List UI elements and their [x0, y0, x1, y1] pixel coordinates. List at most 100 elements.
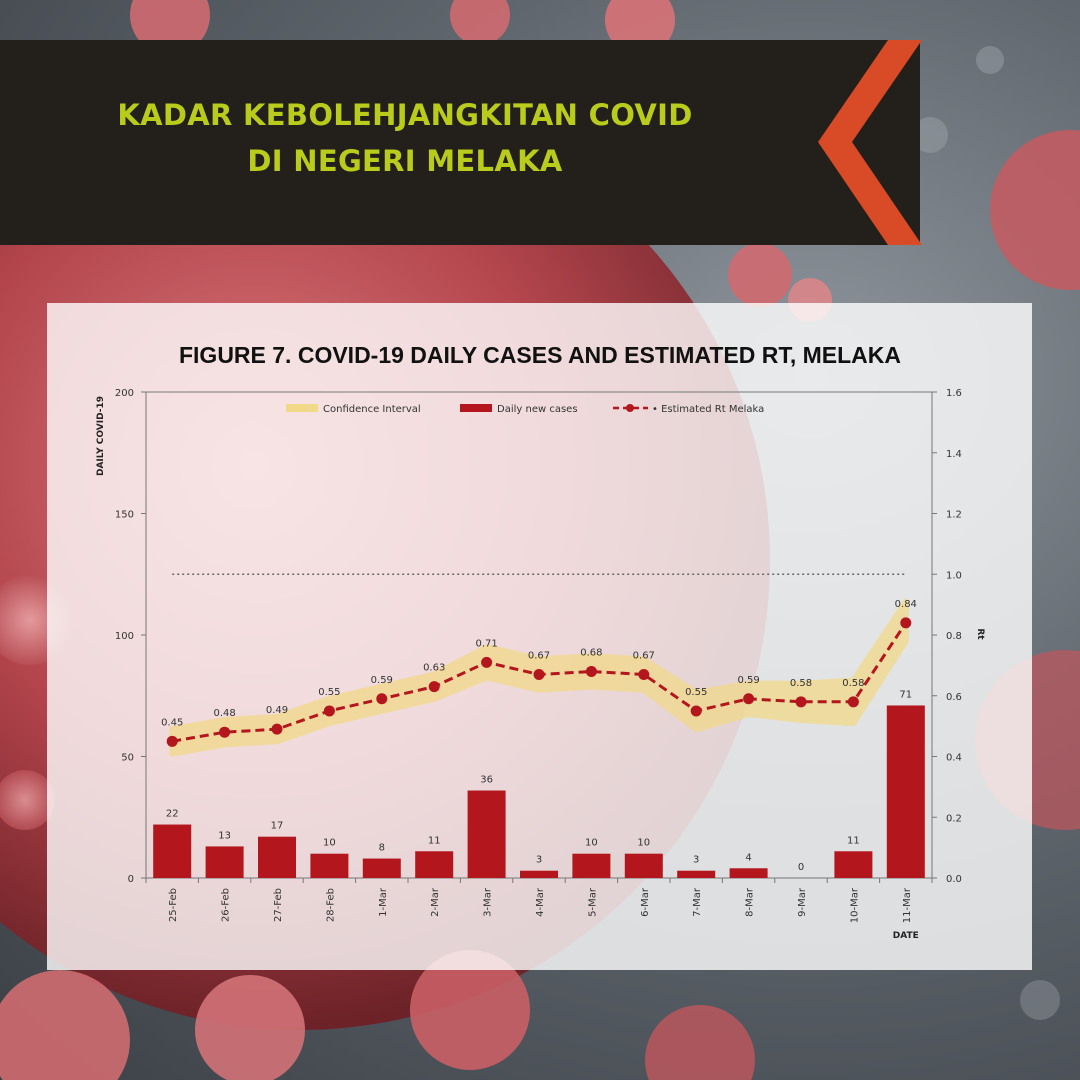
rt-point-5-Mar — [585, 665, 597, 677]
legend-marker-rt — [626, 404, 634, 412]
legend-label-ci: Confidence Interval — [323, 404, 421, 415]
y2-tick-label: 0.8 — [946, 631, 962, 642]
rt-value-label: 0.45 — [161, 717, 183, 728]
bar-10-Mar — [834, 851, 873, 878]
rt-point-3-Mar — [481, 656, 493, 668]
bar-26-Feb — [205, 846, 244, 878]
bar-value-label: 13 — [218, 830, 231, 841]
rt-point-28-Feb — [323, 705, 335, 717]
bar-value-label: 22 — [166, 809, 179, 820]
x-tick-label: 10-Mar — [849, 887, 860, 923]
rt-value-label: 0.71 — [475, 638, 497, 649]
rt-point-2-Mar — [428, 681, 440, 693]
title-banner — [0, 40, 920, 245]
legend-label-rt: • Estimated Rt Melaka — [652, 404, 764, 415]
rt-point-1-Mar — [376, 693, 388, 705]
bar-7-Mar — [677, 870, 716, 878]
bar-series — [153, 705, 925, 878]
rt-value-label: 0.67 — [633, 650, 655, 661]
x-tick-label: 5-Mar — [587, 887, 598, 917]
bar-8-Mar — [729, 868, 768, 878]
x-tick-label: 3-Mar — [483, 887, 494, 917]
x-tick-label: 28-Feb — [325, 888, 336, 922]
page-title-line-1: KADAR KEBOLEHJANGKITAN COVID — [117, 98, 693, 132]
rt-line-series — [166, 617, 912, 747]
legend-label-bars: Daily new cases — [497, 404, 578, 415]
x-tick-label: 6-Mar — [640, 887, 651, 917]
y2-tick-label: 0.0 — [946, 874, 962, 885]
x-tick-label: 11-Mar — [902, 887, 913, 923]
plot-frame — [145, 391, 933, 879]
bar-value-label: 0 — [798, 862, 804, 873]
bar-6-Mar — [624, 853, 663, 878]
y-tick-label: 150 — [115, 510, 134, 521]
bar-27-Feb — [258, 836, 296, 878]
rt-value-label: 0.84 — [895, 599, 917, 610]
rt-point-7-Mar — [690, 705, 702, 717]
bar-1-Mar — [362, 858, 401, 878]
chart-labels: 22 13 17 10 8 11 36 3 10 10 3 4 0 11 71 0.45 0.48 0.49 0.5… — [161, 599, 917, 873]
x-tick-label: 7-Mar — [692, 887, 703, 917]
bar-value-label: 3 — [536, 855, 542, 866]
bar-2-Mar — [415, 851, 454, 878]
rt-point-9-Mar — [795, 696, 807, 708]
rt-point-25-Feb — [166, 735, 178, 747]
chart-axes: 0501001502000.00.20.40.60.81.01.21.41.62… — [96, 388, 985, 941]
bar-value-label: 10 — [585, 838, 598, 849]
y-axis-title: DAILY COVID-19 — [96, 396, 106, 476]
rt-value-label: 0.58 — [790, 678, 812, 689]
bar-value-label: 8 — [379, 843, 385, 854]
bar-25-Feb — [153, 824, 192, 878]
bar-28-Feb — [310, 853, 349, 878]
rt-point-6-Mar — [638, 668, 650, 680]
legend-swatch-bars — [460, 404, 492, 412]
page-title: KADAR KEBOLEHJANGKITAN COVID DI NEGERI M… — [0, 92, 810, 184]
y2-tick-label: 0.6 — [946, 692, 962, 703]
rt-point-11-Mar — [900, 617, 912, 629]
y2-tick-label: 1.6 — [946, 388, 962, 399]
rt-value-label: 0.55 — [685, 687, 707, 698]
bar-4-Mar — [520, 870, 558, 878]
rt-value-label: 0.55 — [318, 687, 340, 698]
chart-legend: Confidence Interval Daily new cases • Esti… — [286, 404, 764, 415]
rt-point-26-Feb — [219, 726, 231, 738]
bar-value-label: 4 — [745, 852, 751, 863]
y-tick-label: 100 — [115, 631, 134, 642]
bar-value-label: 10 — [323, 838, 336, 849]
y2-tick-label: 1.0 — [946, 570, 962, 581]
chevron-icon — [818, 40, 922, 245]
bar-value-label: 3 — [693, 855, 699, 866]
rt-value-label: 0.63 — [423, 663, 445, 674]
rt-point-8-Mar — [743, 693, 755, 705]
bar-value-label: 17 — [271, 821, 284, 832]
bar-value-label: 11 — [847, 835, 860, 846]
y-tick-label: 200 — [115, 388, 134, 399]
bar-value-label: 36 — [480, 775, 493, 786]
chart-title: FIGURE 7. COVID-19 DAILY CASES AND ESTIM… — [178, 342, 902, 368]
y2-tick-label: 0.4 — [946, 753, 962, 764]
x-tick-label: 26-Feb — [221, 888, 232, 922]
rt-value-label: 0.49 — [266, 705, 288, 716]
x-tick-label: 1-Mar — [378, 887, 389, 917]
x-tick-label: 25-Feb — [168, 888, 179, 922]
x-axis-title: DATE — [893, 931, 919, 941]
rt-value-label: 0.59 — [737, 675, 759, 686]
x-tick-label: 4-Mar — [535, 887, 546, 917]
bar-3-Mar — [467, 790, 506, 878]
x-tick-label: 2-Mar — [430, 887, 441, 917]
y2-axis-title: Rt — [975, 628, 985, 640]
bar-11-Mar — [886, 705, 925, 878]
rt-value-label: 0.68 — [580, 647, 602, 658]
y2-tick-label: 0.2 — [946, 813, 962, 824]
y2-tick-label: 1.4 — [946, 449, 962, 460]
y-tick-label: 0 — [128, 874, 134, 885]
bar-value-label: 10 — [637, 838, 650, 849]
bar-5-Mar — [572, 853, 611, 878]
bar-value-label: 71 — [899, 689, 912, 700]
rt-value-label: 0.59 — [371, 675, 393, 686]
rt-value-label: 0.67 — [528, 650, 550, 661]
x-tick-label: 8-Mar — [745, 887, 756, 917]
x-tick-label: 27-Feb — [273, 888, 284, 922]
page-title-line-2: DI NEGERI MELAKA — [247, 144, 563, 178]
